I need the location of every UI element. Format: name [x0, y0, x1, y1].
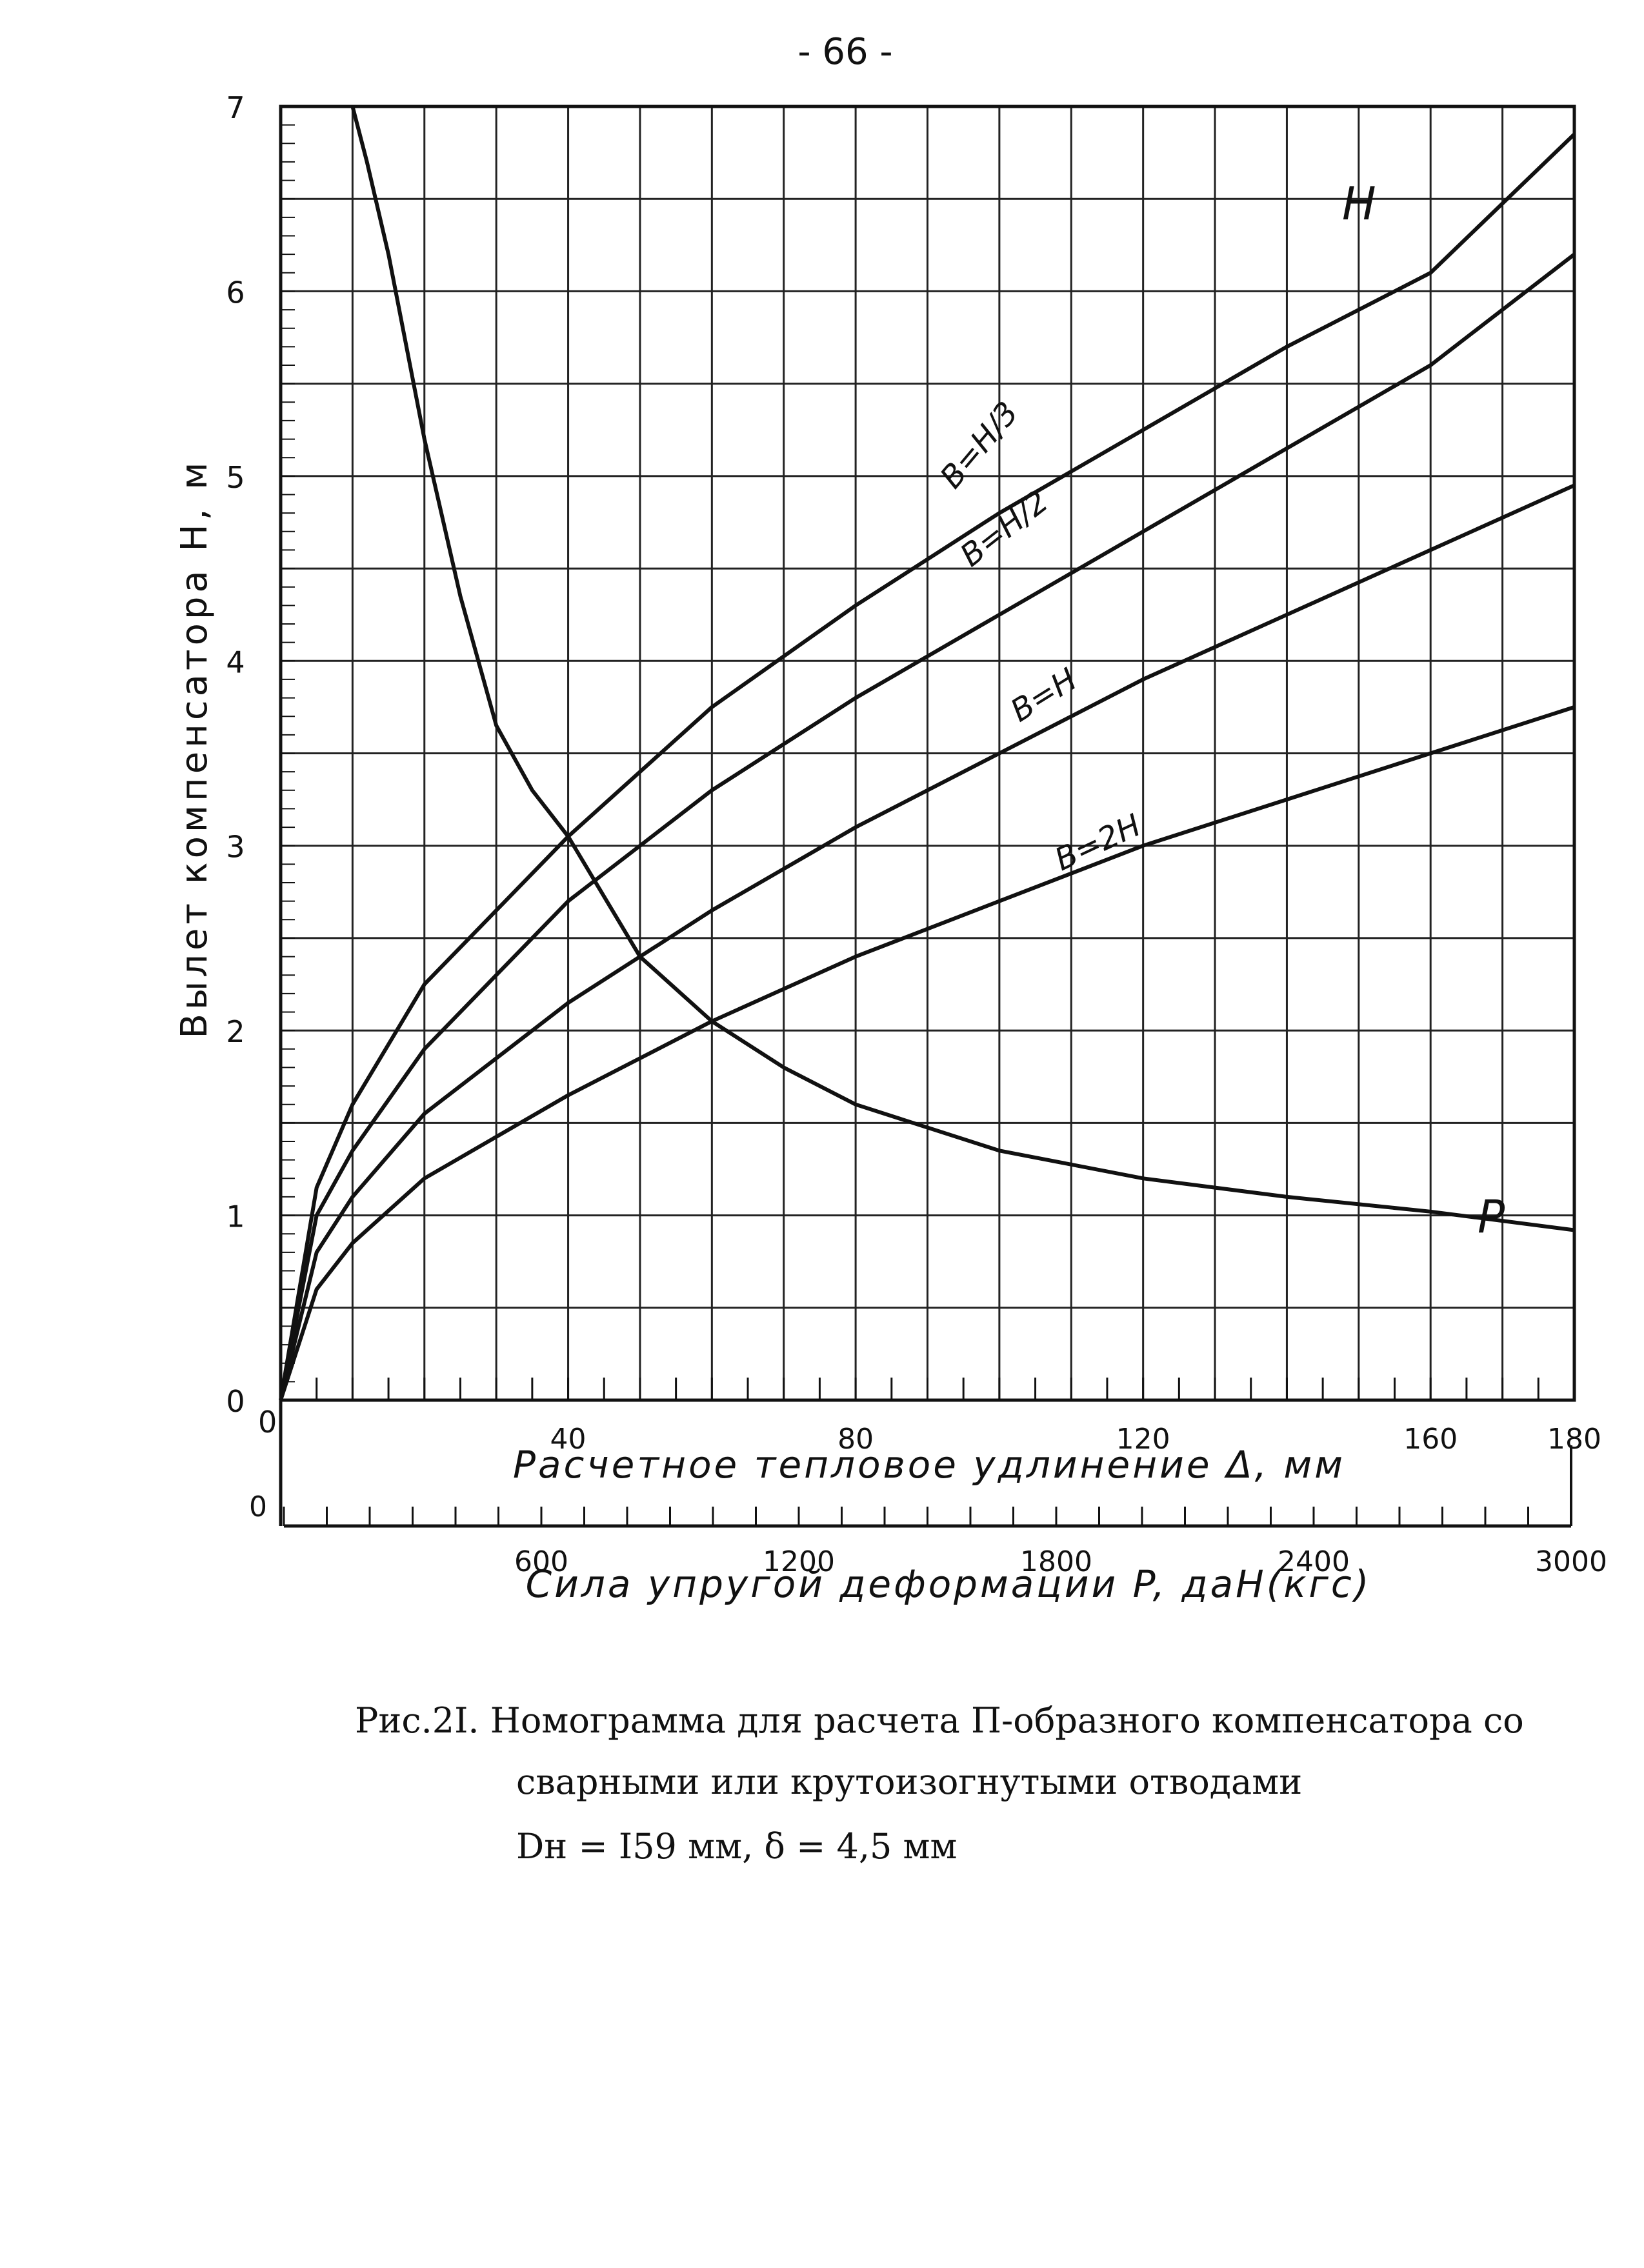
- y-tick-label: 0: [226, 1384, 245, 1419]
- y-tick-label: 6: [226, 275, 245, 310]
- page-number: - 66 -: [797, 31, 893, 73]
- caption-line-1: Рис.2I. Номограмма для расчета П-образно…: [355, 1700, 1524, 1741]
- x2-tick-label: 600: [514, 1545, 568, 1578]
- x2-tick-label: 1800: [1020, 1545, 1092, 1578]
- x-origin-label: 0: [258, 1405, 277, 1440]
- series-label: H: [1342, 177, 1376, 230]
- series-label: B=H/2: [954, 483, 1055, 574]
- x2-axis-title: Сила упругой деформации P, даН(кгс): [526, 1562, 1372, 1606]
- series-label: B=2H: [1049, 807, 1146, 878]
- y-tick-label: 7: [226, 90, 245, 125]
- x2-tick-label: 0: [249, 1490, 267, 1523]
- chart-axes: [279, 105, 1576, 1528]
- x2-tick-label: 2400: [1278, 1545, 1350, 1578]
- series-label: B=H/3: [933, 395, 1025, 495]
- series-line-b-h-2: [279, 252, 1576, 1401]
- caption-line-2: сварными или крутоизогнутыми отводами: [516, 1761, 1303, 1802]
- series-line-b-h: [279, 483, 1576, 1401]
- x-tick-label: 40: [550, 1423, 586, 1456]
- y-axis-title: Вылет компенсатора H, м: [174, 459, 216, 1039]
- chart-labels: 0 1 2 3 4 5 6 7 0 40 80 120 160 180 Расчетное тепловое…: [174, 90, 1607, 1606]
- x-tick-label: 120: [1116, 1423, 1170, 1456]
- chart-series: [279, 106, 1576, 1401]
- y-tick-label: 5: [226, 460, 245, 495]
- y-tick-label: 1: [226, 1199, 245, 1234]
- series-label: P: [1478, 1190, 1505, 1243]
- series-line-b-h-3: [279, 132, 1576, 1401]
- x-tick-label: 80: [837, 1423, 874, 1456]
- y-tick-label: 4: [226, 645, 245, 679]
- x-tick-label: 160: [1403, 1423, 1458, 1456]
- caption-line-3: Dн = I59 мм, δ = 4,5 мм: [516, 1826, 957, 1867]
- nomogram-chart: 0 1 2 3 4 5 6 7 0 40 80 120 160 180 Расчетное тепловое…: [174, 90, 1607, 1606]
- y-tick-label: 2: [226, 1014, 245, 1049]
- x-tick-label: 180: [1547, 1423, 1601, 1456]
- y-tick-label: 3: [226, 830, 245, 865]
- x2-tick-label: 1200: [763, 1545, 835, 1578]
- series-line-p: [350, 106, 1575, 1232]
- x2-tick-label: 3000: [1535, 1545, 1607, 1578]
- series-line-b-2h: [279, 705, 1575, 1401]
- x-axis-title: Расчетное тепловое удлинение Δ, мм: [513, 1443, 1345, 1487]
